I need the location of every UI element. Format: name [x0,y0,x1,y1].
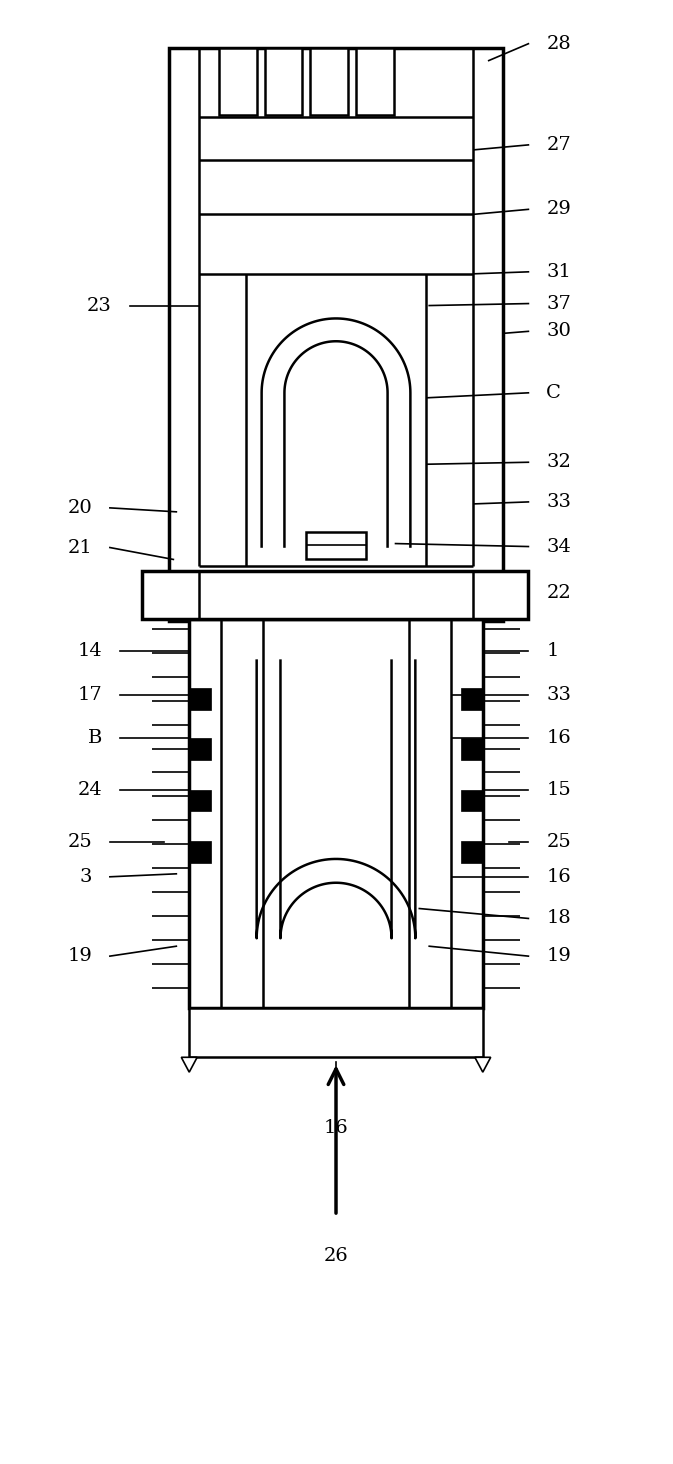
Text: 34: 34 [546,537,571,555]
Text: 14: 14 [77,641,102,660]
Text: 1: 1 [546,641,559,660]
Text: 19: 19 [67,947,92,965]
Text: 21: 21 [67,539,92,556]
Text: 16: 16 [324,1118,349,1136]
Bar [189,842,211,862]
Text: 3: 3 [79,868,92,886]
Text: 17: 17 [77,687,102,704]
Bar [461,738,483,760]
Text: 31: 31 [546,264,571,281]
Text: 19: 19 [546,947,571,965]
Text: 25: 25 [546,833,571,851]
Text: 22: 22 [546,584,571,602]
Text: 18: 18 [546,909,571,928]
Text: 16: 16 [546,729,571,747]
Bar [461,789,483,811]
Bar [310,48,348,116]
Bar [306,531,365,559]
Text: 16: 16 [546,868,571,886]
Text: 25: 25 [67,833,92,851]
Text: 15: 15 [546,780,571,798]
Text: C: C [546,384,561,401]
Text: B: B [87,729,102,747]
Text: 32: 32 [546,454,571,471]
Bar [219,48,256,116]
Text: 26: 26 [324,1247,349,1265]
Bar [461,842,483,862]
Polygon shape [475,1057,491,1072]
Bar [199,274,473,567]
Bar [189,789,211,811]
Text: 24: 24 [77,780,102,798]
Bar [264,48,302,116]
Text: 30: 30 [546,322,571,340]
Bar [356,48,394,116]
Text: 33: 33 [546,687,571,704]
Polygon shape [181,1057,197,1072]
Text: 23: 23 [87,297,112,315]
Bar [189,619,483,1007]
Bar [189,688,211,710]
Text: 29: 29 [546,201,571,218]
Text: 28: 28 [546,35,571,53]
Text: 37: 37 [546,294,571,313]
Bar [461,688,483,710]
Text: 33: 33 [546,493,571,511]
Bar [189,1007,483,1057]
Bar [189,738,211,760]
Bar [170,48,503,621]
Text: 27: 27 [546,136,571,154]
Text: 20: 20 [67,499,92,517]
Bar [141,571,528,619]
Bar [221,619,451,1007]
